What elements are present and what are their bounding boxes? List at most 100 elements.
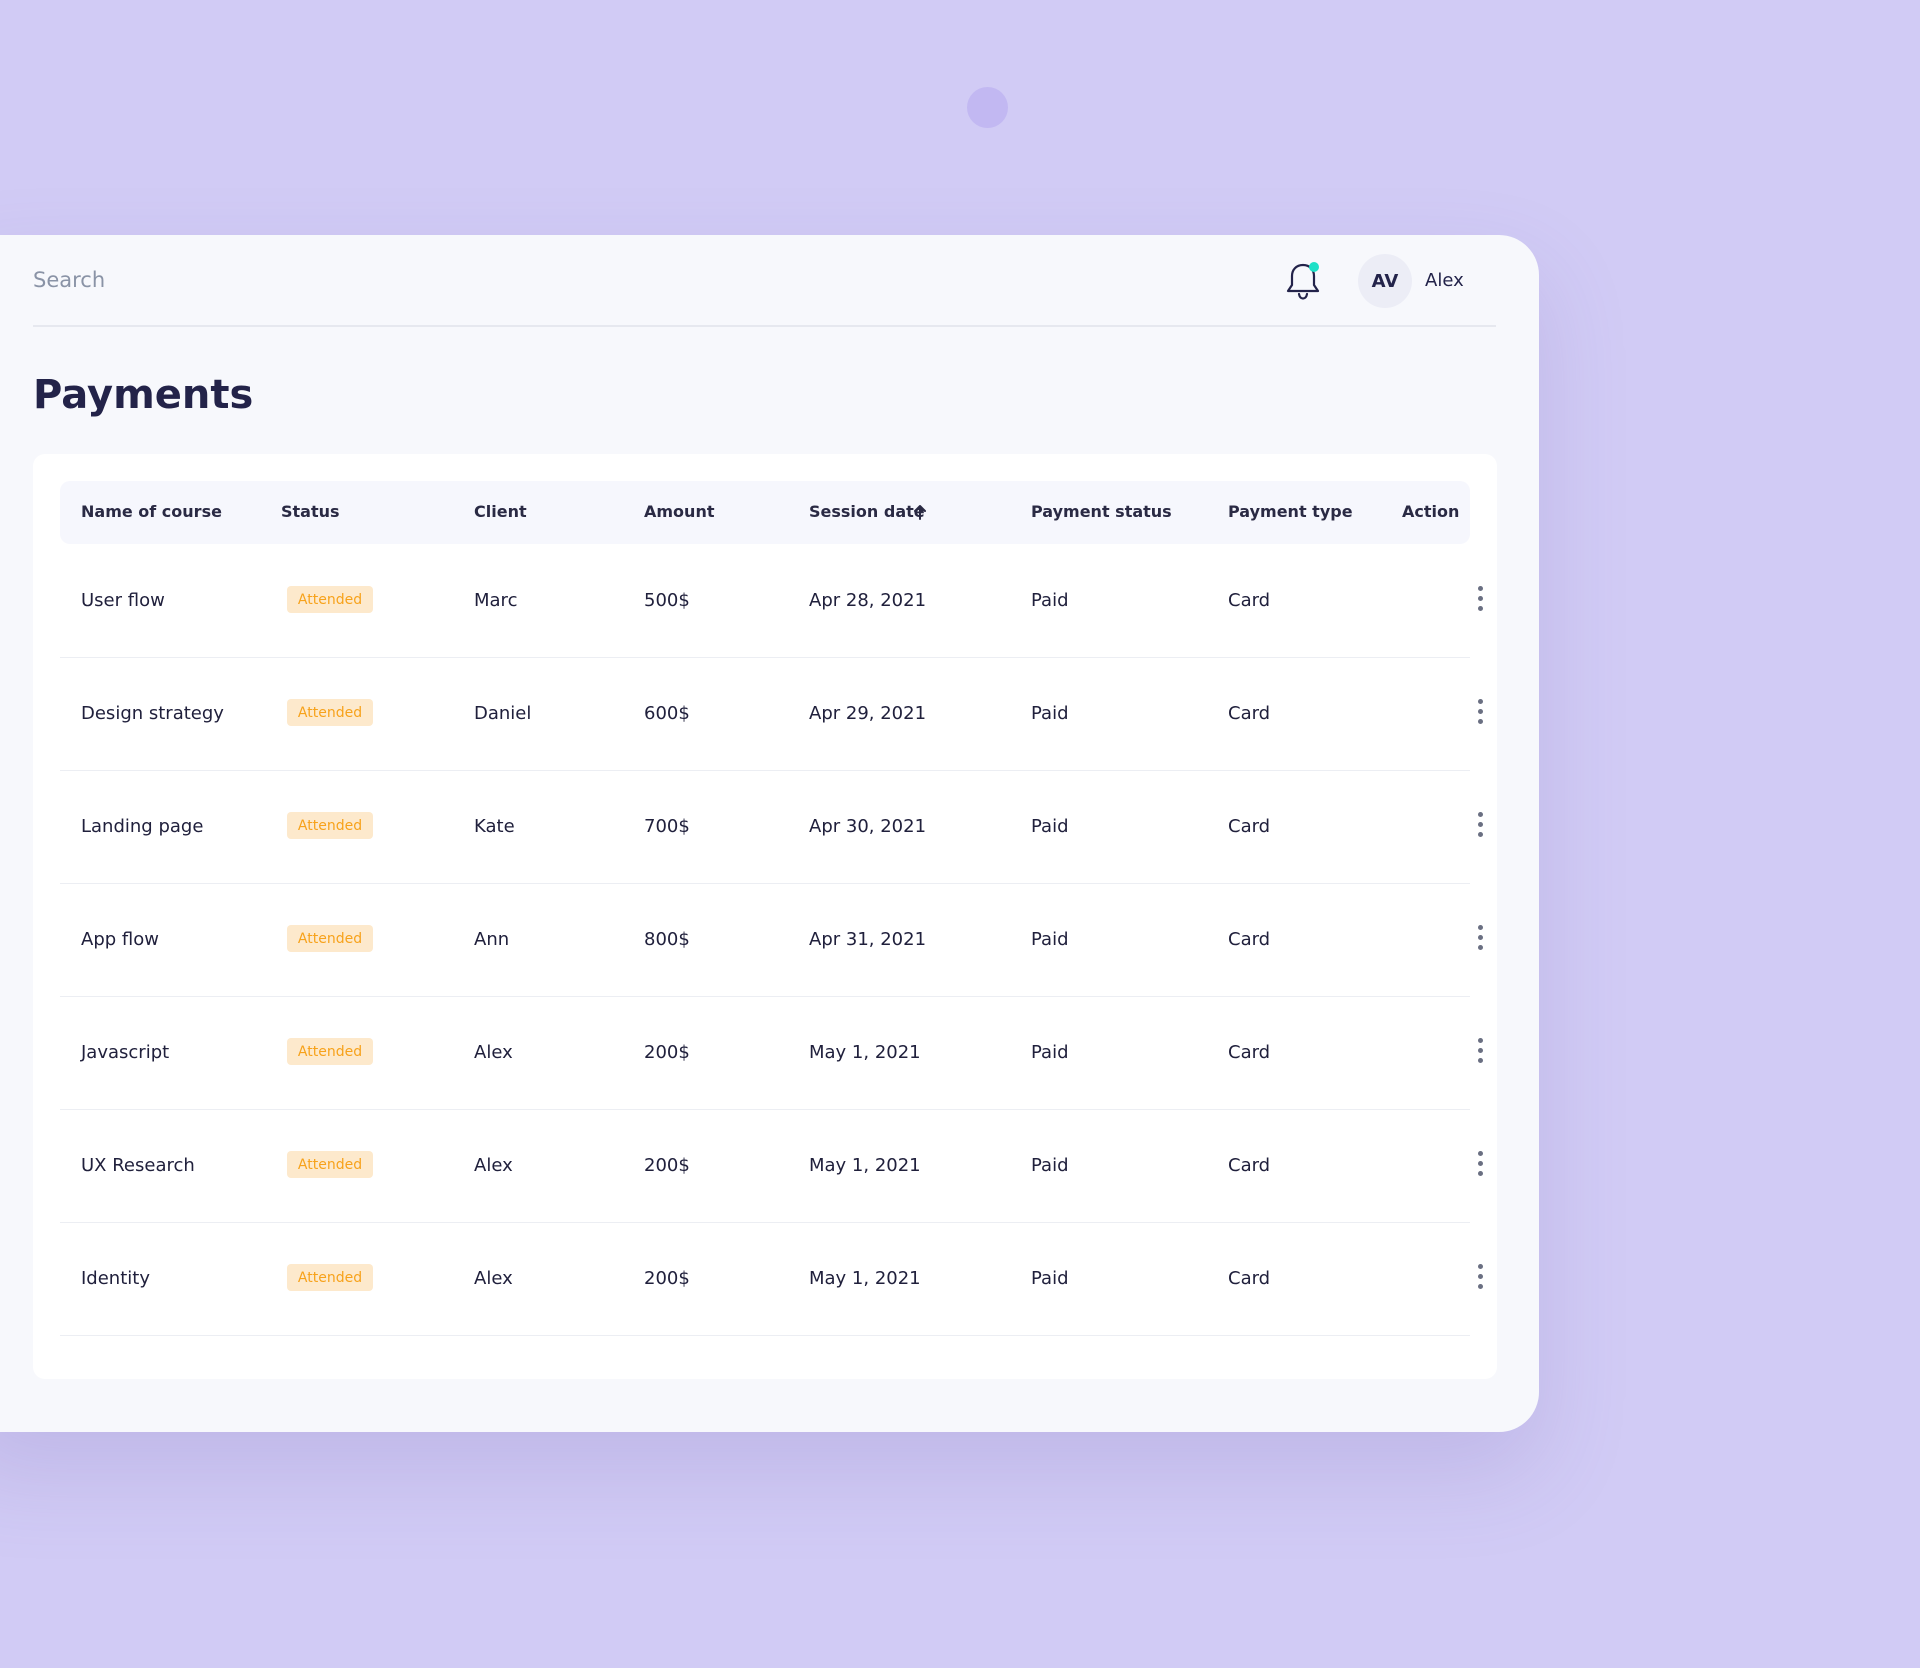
cell-course: User flow xyxy=(81,590,165,611)
cell-amount: 600$ xyxy=(644,703,690,724)
status-badge: Attended xyxy=(287,1264,373,1291)
cell-payment-type: Card xyxy=(1228,703,1271,724)
user-name[interactable]: Alex xyxy=(1425,270,1464,291)
column-header-status[interactable]: Status xyxy=(281,502,340,521)
status-badge: Attended xyxy=(287,1151,373,1178)
cell-client: Ann xyxy=(474,929,510,950)
kebab-dot xyxy=(1477,945,1483,950)
more-options-icon[interactable] xyxy=(1475,1264,1485,1292)
more-options-icon[interactable] xyxy=(1475,1038,1485,1066)
cell-amount: 800$ xyxy=(644,929,690,950)
cell-client: Marc xyxy=(474,590,518,611)
kebab-dot xyxy=(1477,1274,1483,1279)
kebab-dot xyxy=(1477,1048,1483,1053)
status-badge: Attended xyxy=(287,586,373,613)
cell-payment-type: Card xyxy=(1228,1155,1271,1176)
column-header-client[interactable]: Client xyxy=(474,502,527,521)
cell-course: App flow xyxy=(81,929,159,950)
cell-course: UX Research xyxy=(81,1155,195,1176)
kebab-dot xyxy=(1477,812,1483,817)
status-badge: Attended xyxy=(287,812,373,839)
cell-amount: 200$ xyxy=(644,1155,690,1176)
status-badge: Attended xyxy=(287,1038,373,1065)
kebab-dot xyxy=(1477,719,1483,724)
cell-payment-type: Card xyxy=(1228,929,1271,950)
table-row[interactable]: Design strategy Daniel 600$ Apr 29, 2021 Pai… xyxy=(60,657,1483,771)
more-options-icon[interactable] xyxy=(1475,812,1485,840)
more-options-icon[interactable] xyxy=(1475,925,1485,953)
camera-dot xyxy=(967,87,1008,128)
cell-payment-type: Card xyxy=(1228,1042,1271,1063)
more-options-icon[interactable] xyxy=(1475,699,1485,727)
avatar[interactable]: AV xyxy=(1358,254,1412,308)
table-row[interactable]: App flow Ann 800$ Apr 31, 2021 Paid Card Atten… xyxy=(60,883,1483,997)
cell-payment-type: Card xyxy=(1228,1268,1271,1289)
table-header: Name of course Status Client Amount Sess… xyxy=(60,481,1470,544)
cell-session-date: May 1, 2021 xyxy=(809,1268,921,1289)
column-header-payment-type[interactable]: Payment type xyxy=(1228,502,1353,521)
kebab-dot xyxy=(1477,925,1483,930)
cell-session-date: May 1, 2021 xyxy=(809,1042,921,1063)
kebab-dot xyxy=(1477,1151,1483,1156)
cell-payment-status: Paid xyxy=(1031,816,1069,837)
cell-course: Design strategy xyxy=(81,703,224,724)
notification-dot xyxy=(1309,262,1319,272)
payments-table: Name of course Status Client Amount Sess… xyxy=(33,454,1497,1379)
kebab-dot xyxy=(1477,832,1483,837)
more-options-icon[interactable] xyxy=(1475,586,1485,614)
cell-amount: 200$ xyxy=(644,1268,690,1289)
more-options-icon[interactable] xyxy=(1475,1151,1485,1179)
cell-session-date: Apr 29, 2021 xyxy=(809,703,927,724)
kebab-dot xyxy=(1477,1171,1483,1176)
cell-payment-type: Card xyxy=(1228,590,1271,611)
kebab-dot xyxy=(1477,1038,1483,1043)
cell-amount: 700$ xyxy=(644,816,690,837)
cell-client: Alex xyxy=(474,1268,513,1289)
column-header-payment-status[interactable]: Payment status xyxy=(1031,502,1172,521)
cell-amount: 500$ xyxy=(644,590,690,611)
kebab-dot xyxy=(1477,1264,1483,1269)
search-input[interactable]: Search xyxy=(33,268,106,292)
cell-client: Alex xyxy=(474,1042,513,1063)
cell-payment-status: Paid xyxy=(1031,1268,1069,1289)
status-badge: Attended xyxy=(287,925,373,952)
cell-course: Identity xyxy=(81,1268,150,1289)
kebab-dot xyxy=(1477,822,1483,827)
column-header-course[interactable]: Name of course xyxy=(81,502,222,521)
top-bar: Search AV Alex xyxy=(33,235,1496,327)
kebab-dot xyxy=(1477,1284,1483,1289)
cell-payment-status: Paid xyxy=(1031,1042,1069,1063)
table-row[interactable]: Javascript Alex 200$ May 1, 2021 Paid Card Att… xyxy=(60,996,1483,1110)
column-header-action: Action xyxy=(1402,502,1460,521)
cell-client: Daniel xyxy=(474,703,532,724)
cell-session-date: Apr 31, 2021 xyxy=(809,929,927,950)
kebab-dot xyxy=(1477,1058,1483,1063)
cell-session-date: May 1, 2021 xyxy=(809,1155,921,1176)
kebab-dot xyxy=(1477,1161,1483,1166)
cell-payment-status: Paid xyxy=(1031,929,1069,950)
cell-payment-status: Paid xyxy=(1031,590,1069,611)
kebab-dot xyxy=(1477,935,1483,940)
kebab-dot xyxy=(1477,586,1483,591)
cell-client: Kate xyxy=(474,816,515,837)
cell-payment-status: Paid xyxy=(1031,1155,1069,1176)
table-row[interactable]: User flow Marc 500$ Apr 28, 2021 Paid Card Att… xyxy=(60,544,1483,658)
cell-amount: 200$ xyxy=(644,1042,690,1063)
app-window: Search AV Alex Payments Name of course S… xyxy=(0,235,1539,1432)
sort-ascending-icon[interactable] xyxy=(912,503,928,521)
table-row[interactable]: UX Research Alex 200$ May 1, 2021 Paid Card At… xyxy=(60,1109,1483,1223)
cell-payment-type: Card xyxy=(1228,816,1271,837)
cell-course: Javascript xyxy=(81,1042,170,1063)
cell-session-date: Apr 28, 2021 xyxy=(809,590,927,611)
column-header-session-date[interactable]: Session date xyxy=(809,502,925,521)
page-title: Payments xyxy=(33,372,254,418)
table-row[interactable]: Identity Alex 200$ May 1, 2021 Paid Card Atten… xyxy=(60,1222,1483,1336)
kebab-dot xyxy=(1477,699,1483,704)
cell-client: Alex xyxy=(474,1155,513,1176)
cell-course: Landing page xyxy=(81,816,204,837)
column-header-amount[interactable]: Amount xyxy=(644,502,715,521)
table-row[interactable]: Landing page Kate 700$ Apr 30, 2021 Paid Card… xyxy=(60,770,1483,884)
kebab-dot xyxy=(1477,606,1483,611)
status-badge: Attended xyxy=(287,699,373,726)
kebab-dot xyxy=(1477,596,1483,601)
